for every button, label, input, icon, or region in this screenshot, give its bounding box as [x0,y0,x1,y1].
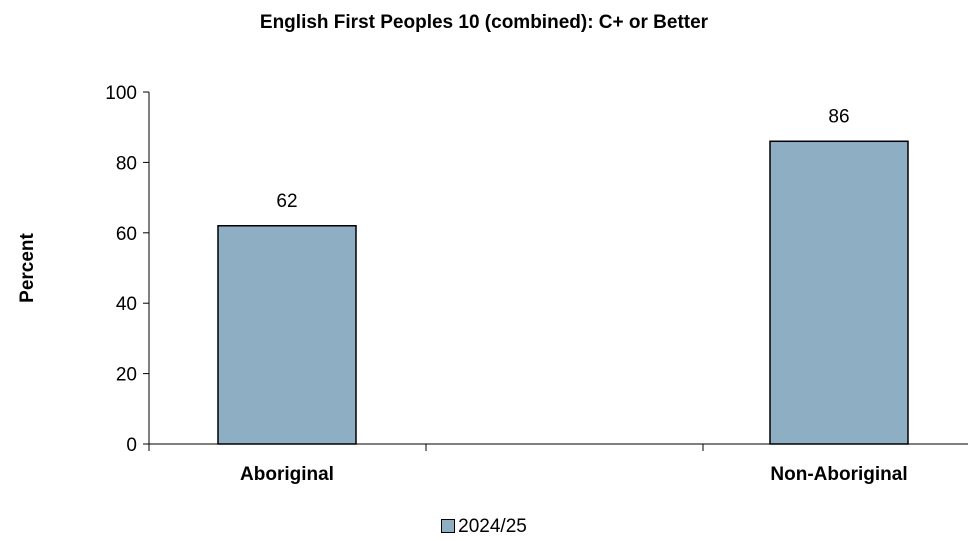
chart-title: English First Peoples 10 (combined): C+ … [259,12,709,33]
x-category-label: Aboriginal [240,464,334,485]
data-label: 62 [276,191,297,212]
y-tick-label: 40 [116,294,137,315]
x-category-label: Non-Aboriginal [770,464,907,485]
labels: 0 20 40 60 80 100 62 Aboriginal 86 Non-Aboriginal [105,83,907,485]
legend-label: 2024/25 [458,516,527,537]
y-tick-label: 20 [116,365,137,386]
bars [217,140,909,445]
y-tick-label: 60 [116,224,137,245]
data-label: 86 [828,106,849,127]
y-tick-label: 0 [126,435,137,456]
bar-non-aboriginal [769,140,909,445]
y-tick-label: 80 [116,153,137,174]
legend: 2024/25 [0,516,968,538]
bar-aboriginal [217,225,357,445]
y-tick-label: 100 [105,83,137,104]
legend-swatch [441,519,456,533]
